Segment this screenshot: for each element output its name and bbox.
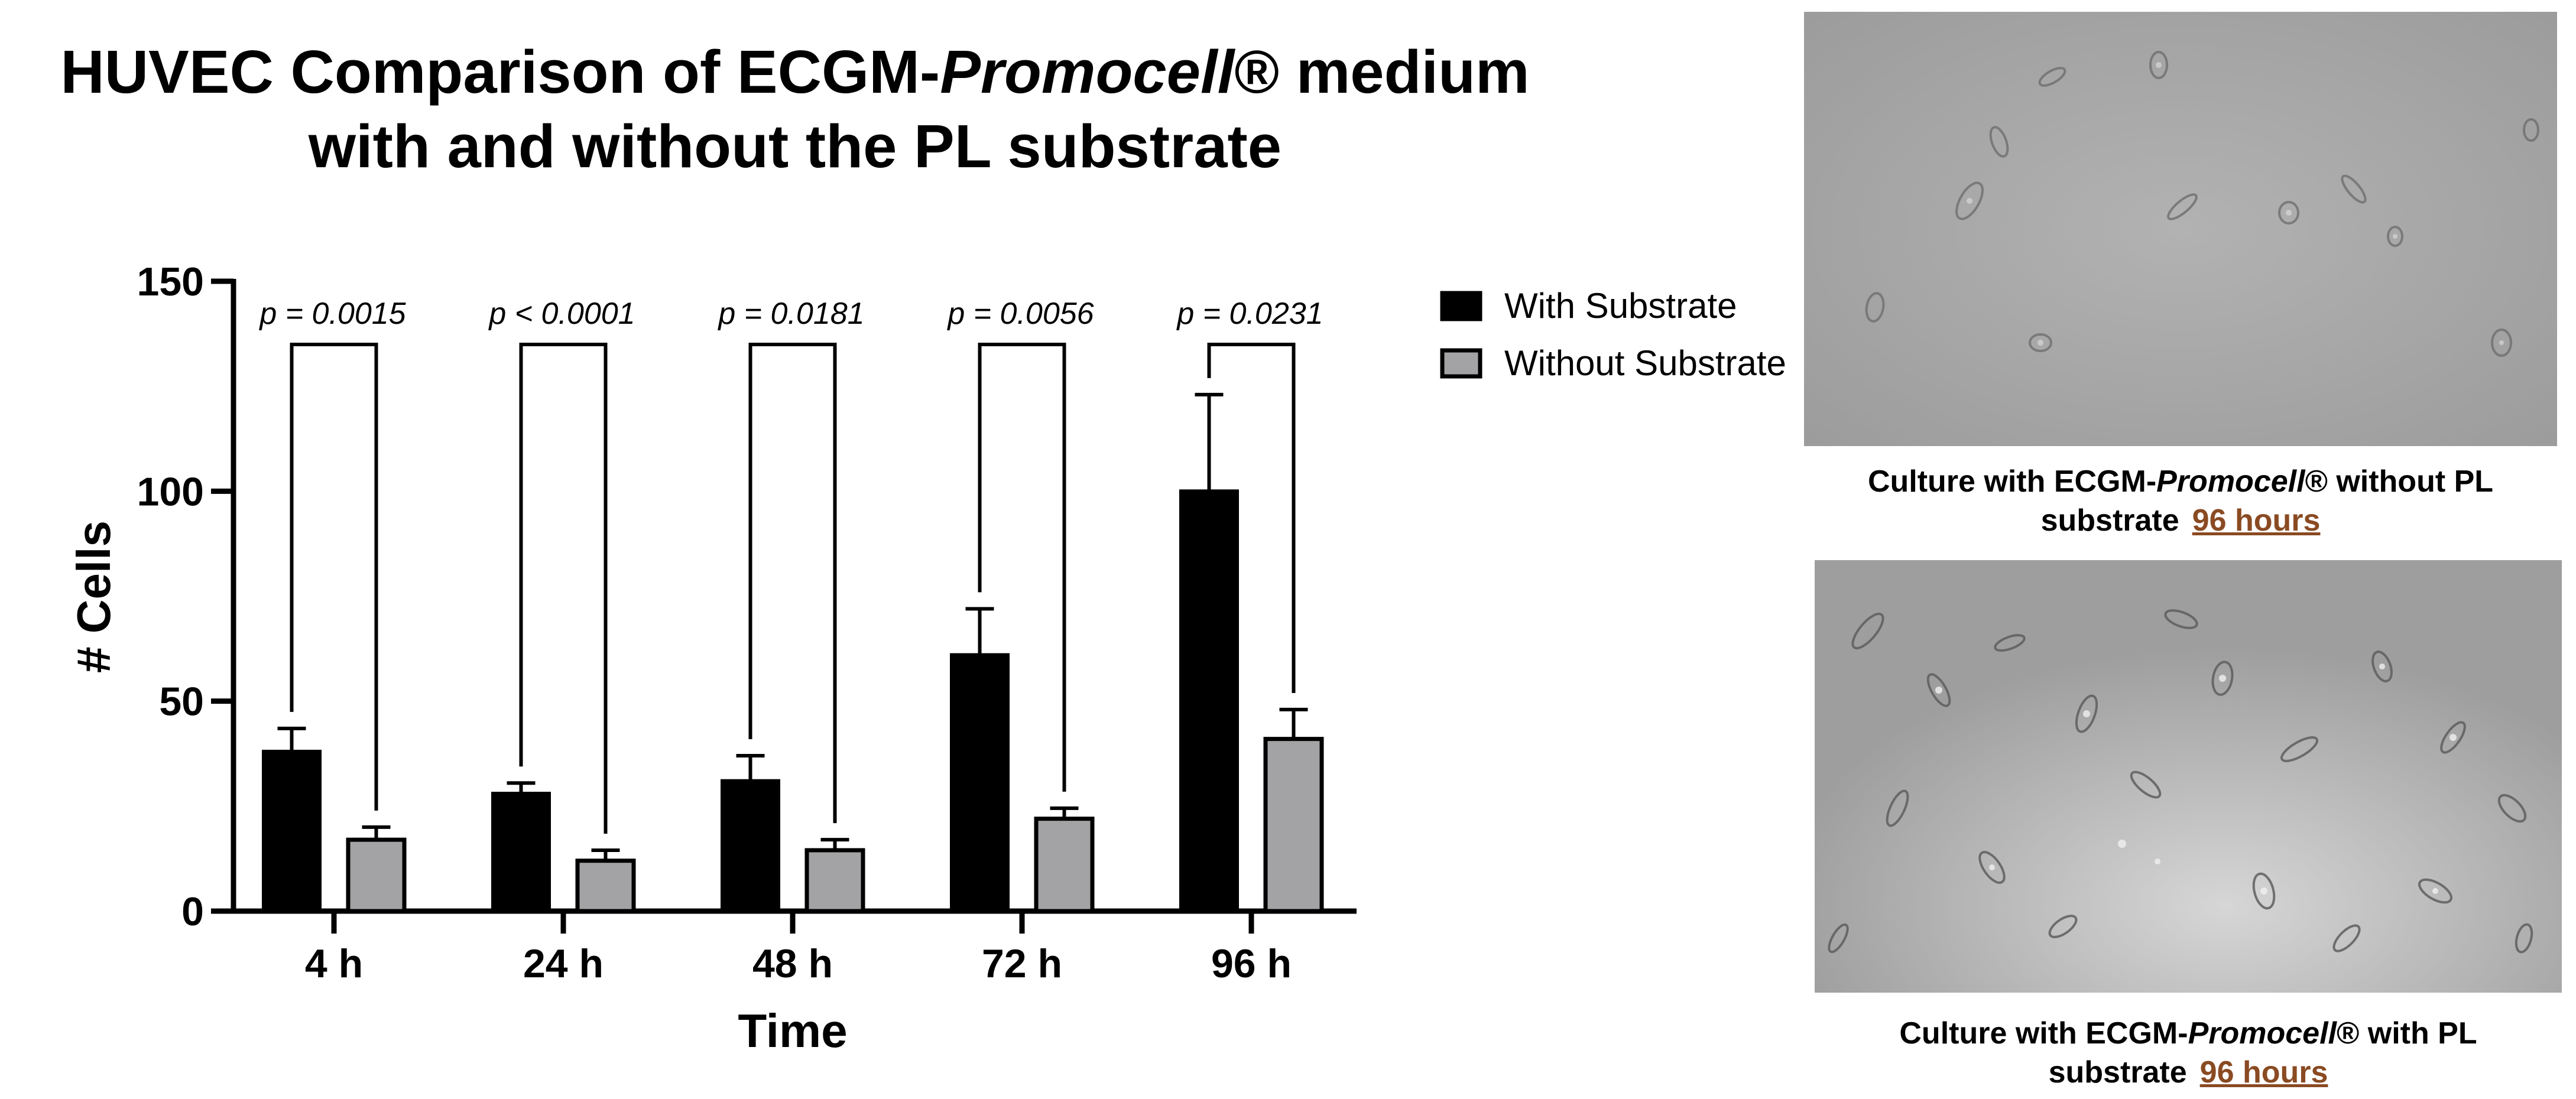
bar-without-substrate (346, 837, 407, 913)
micrograph-with-substrate-image (1815, 560, 2562, 993)
bar-with-substrate (491, 792, 551, 913)
chart-title-line-2: with and without the PL substrate (308, 112, 1282, 180)
caption-without-substrate-line-2: substrate 96 hours (1804, 501, 2557, 540)
bar-without-substrate (804, 848, 865, 913)
p-value-label: p = 0.0231 (1176, 297, 1323, 331)
x-tick-label: 24 h (523, 941, 604, 986)
bar-with-substrate (1179, 489, 1239, 913)
caption-time-link[interactable]: 96 hours (2199, 1055, 2328, 1090)
caption-without-substrate-line-1: Culture with ECGM-Promocell® without PL (1804, 462, 2557, 501)
title-prefix: HUVEC Comparison of ECGM- (60, 38, 940, 106)
caption-with-substrate-line-1: Culture with ECGM-Promocell® with PL (1815, 1014, 2562, 1053)
bar-without-substrate (1263, 737, 1324, 913)
legend-label-with-substrate: With Substrate (1504, 286, 1737, 326)
caption-substrate: substrate (2048, 1055, 2187, 1090)
bar-with-substrate (721, 779, 780, 913)
bar-without-substrate (575, 859, 636, 913)
y-tick-label: 0 (181, 889, 204, 934)
significance-bracket (748, 343, 837, 824)
caption-substrate: substrate (2040, 503, 2179, 538)
caption-suffix: ® without PL (2305, 464, 2494, 499)
significance-bracket (290, 343, 378, 811)
y-axis-label: # Cells (67, 521, 120, 673)
bar-with-substrate (262, 749, 322, 913)
micrograph-without-substrate (1804, 12, 2557, 446)
y-tick-label: 100 (137, 469, 204, 514)
p-value-label: p < 0.0001 (488, 297, 635, 331)
significance-bracket (1207, 343, 1296, 693)
caption-prefix: Culture with ECGM- (1899, 1016, 2188, 1051)
p-value-label: p = 0.0056 (946, 297, 1094, 331)
legend-swatch-without-substrate (1440, 348, 1482, 379)
title-brand: Promocell (940, 38, 1235, 106)
legend-label-without-substrate: Without Substrate (1504, 343, 1786, 383)
caption-prefix: Culture with ECGM- (1867, 464, 2157, 499)
p-value-label: p = 0.0015 (258, 297, 406, 331)
x-tick-label: 96 h (1211, 941, 1292, 986)
x-tick-label: 72 h (982, 941, 1062, 986)
bar-chart: 0 50 100 150 # Cells Time 4 h p = 0.0015 24 h p <… (67, 259, 1786, 1057)
y-tick-label: 150 (137, 259, 204, 304)
caption-brand: Promocell (2188, 1016, 2337, 1051)
chart-title-line-1: HUVEC Comparison of ECGM-Promocell® medi… (0, 37, 1590, 108)
caption-brand: Promocell (2156, 464, 2305, 499)
y-tick-label: 50 (159, 679, 204, 724)
micrograph-with-substrate (1815, 560, 2562, 993)
x-axis-label: Time (738, 1004, 847, 1057)
x-tick-label: 4 h (305, 941, 363, 986)
significance-bracket (519, 343, 608, 834)
caption-without-substrate: Culture with ECGM-Promocell® without PL … (1804, 462, 2557, 540)
x-tick-label: 48 h (752, 941, 833, 986)
bar-with-substrate (950, 653, 1010, 913)
caption-suffix: ® with PL (2336, 1016, 2477, 1051)
caption-with-substrate: Culture with ECGM-Promocell® with PL sub… (1815, 1014, 2562, 1092)
micrograph-without-substrate-image (1804, 12, 2557, 446)
legend-swatch-with-substrate (1440, 291, 1482, 321)
title-suffix: ® medium (1234, 38, 1530, 106)
significance-bracket (978, 343, 1066, 792)
bar-without-substrate (1034, 817, 1095, 913)
p-value-label: p = 0.0181 (717, 297, 864, 331)
caption-time-link[interactable]: 96 hours (2192, 503, 2321, 538)
caption-with-substrate-line-2: substrate 96 hours (1815, 1053, 2562, 1092)
